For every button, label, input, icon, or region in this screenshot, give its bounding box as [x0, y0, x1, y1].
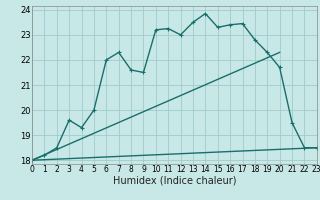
X-axis label: Humidex (Indice chaleur): Humidex (Indice chaleur) — [113, 176, 236, 186]
